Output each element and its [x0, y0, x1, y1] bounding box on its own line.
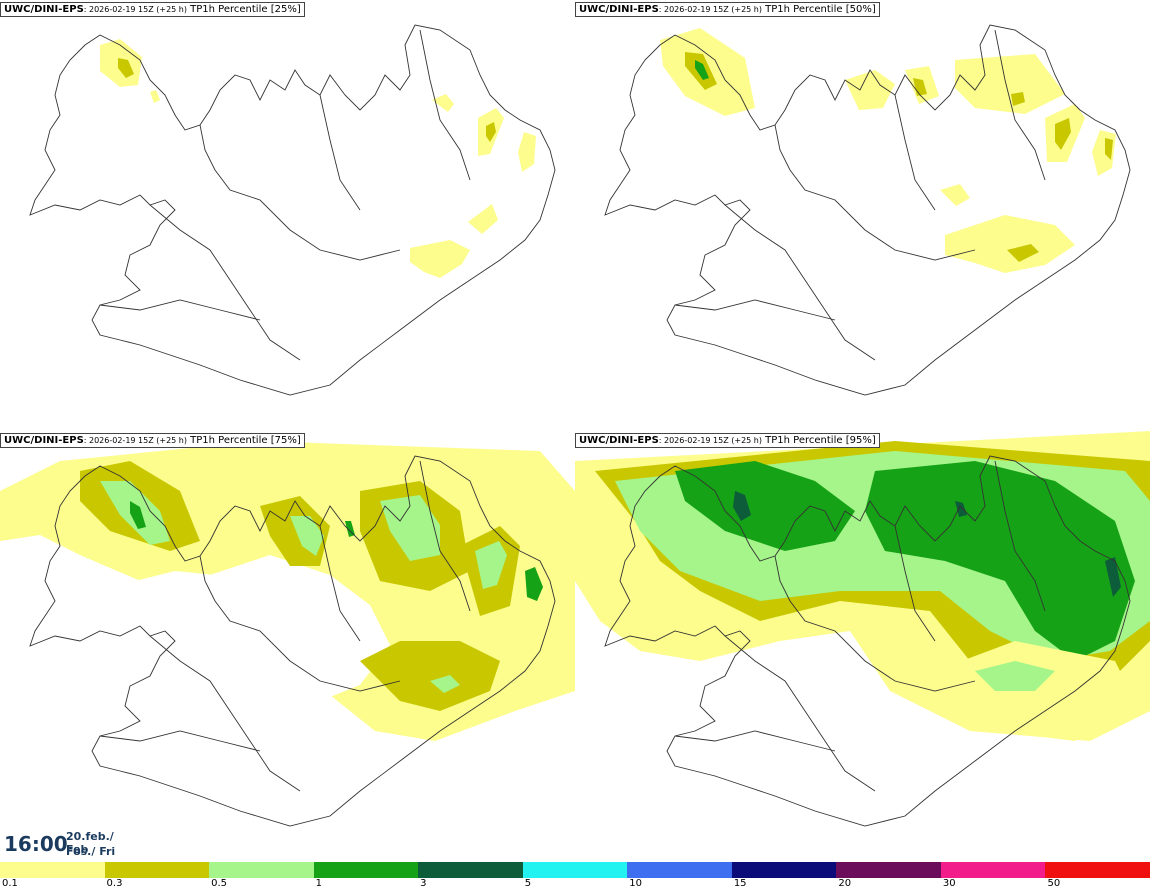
map-panel-p25: UWC/DINI-EPS: 2026-02-19 15Z (+25 h) TP1… [0, 0, 575, 431]
panel-title: UWC/DINI-EPS: 2026-02-19 15Z (+25 h) TP1… [575, 433, 880, 448]
valid-date-line2: Fös./ Fri [66, 845, 116, 858]
panel-title: UWC/DINI-EPS: 2026-02-19 15Z (+25 h) TP1… [0, 2, 305, 17]
coastline [29, 24, 556, 396]
precip-map [29, 24, 556, 396]
legend-swatch [940, 862, 1046, 878]
legend-swatch [0, 862, 105, 878]
legend-swatch [313, 862, 419, 878]
legend-swatch [104, 862, 210, 878]
map-panel-p75: UWC/DINI-EPS: 2026-02-19 15Z (+25 h) TP1… [0, 431, 575, 862]
legend-swatch [836, 862, 941, 878]
legend-label: 0.5 [211, 878, 227, 889]
precip-map [604, 24, 1131, 396]
precip-field [100, 39, 536, 278]
legend-label: 0.3 [106, 878, 123, 889]
precip-field [660, 28, 1116, 273]
legend-swatch [522, 862, 628, 878]
precip-map [0, 441, 575, 827]
coastline [29, 455, 556, 827]
legend-swatch [1045, 862, 1150, 878]
precip-field [575, 431, 1150, 741]
legend-swatch [418, 862, 523, 878]
legend-swatch [627, 862, 732, 878]
map-panel-p95: UWC/DINI-EPS: 2026-02-19 15Z (+25 h) TP1… [575, 431, 1150, 862]
legend-label: 30 [942, 878, 956, 889]
coastline [604, 24, 1131, 396]
legend-label: 3 [420, 878, 427, 889]
legend-label: 0.1 [2, 878, 18, 889]
panel-title: UWC/DINI-EPS: 2026-02-19 15Z (+25 h) TP1… [575, 2, 880, 17]
map-panel-p50: UWC/DINI-EPS: 2026-02-19 15Z (+25 h) TP1… [575, 0, 1150, 431]
legend-swatch [209, 862, 314, 878]
coastline [604, 455, 1131, 827]
precip-field [0, 441, 575, 741]
valid-date-line1: 20.feb./ Feb [66, 830, 114, 856]
legend-label: 10 [629, 878, 642, 889]
legend-labels: 0.1 0.3 0.5 1 3 5 10 15 20 30 50 [0, 878, 1150, 891]
valid-time: 16:00 [4, 832, 68, 856]
valid-time-box: 16:00 20.feb./ Feb Fös./ Fri [0, 826, 140, 862]
panel-title: UWC/DINI-EPS: 2026-02-19 15Z (+25 h) TP1… [0, 433, 305, 448]
legend-label: 1 [315, 878, 322, 889]
legend-swatch [731, 862, 837, 878]
legend-label: 15 [733, 878, 747, 889]
precip-map [575, 431, 1150, 827]
legend-label: 5 [524, 878, 532, 889]
legend-label: 20 [838, 878, 852, 889]
color-legend [0, 862, 1150, 878]
legend-label: 50 [1047, 878, 1061, 889]
